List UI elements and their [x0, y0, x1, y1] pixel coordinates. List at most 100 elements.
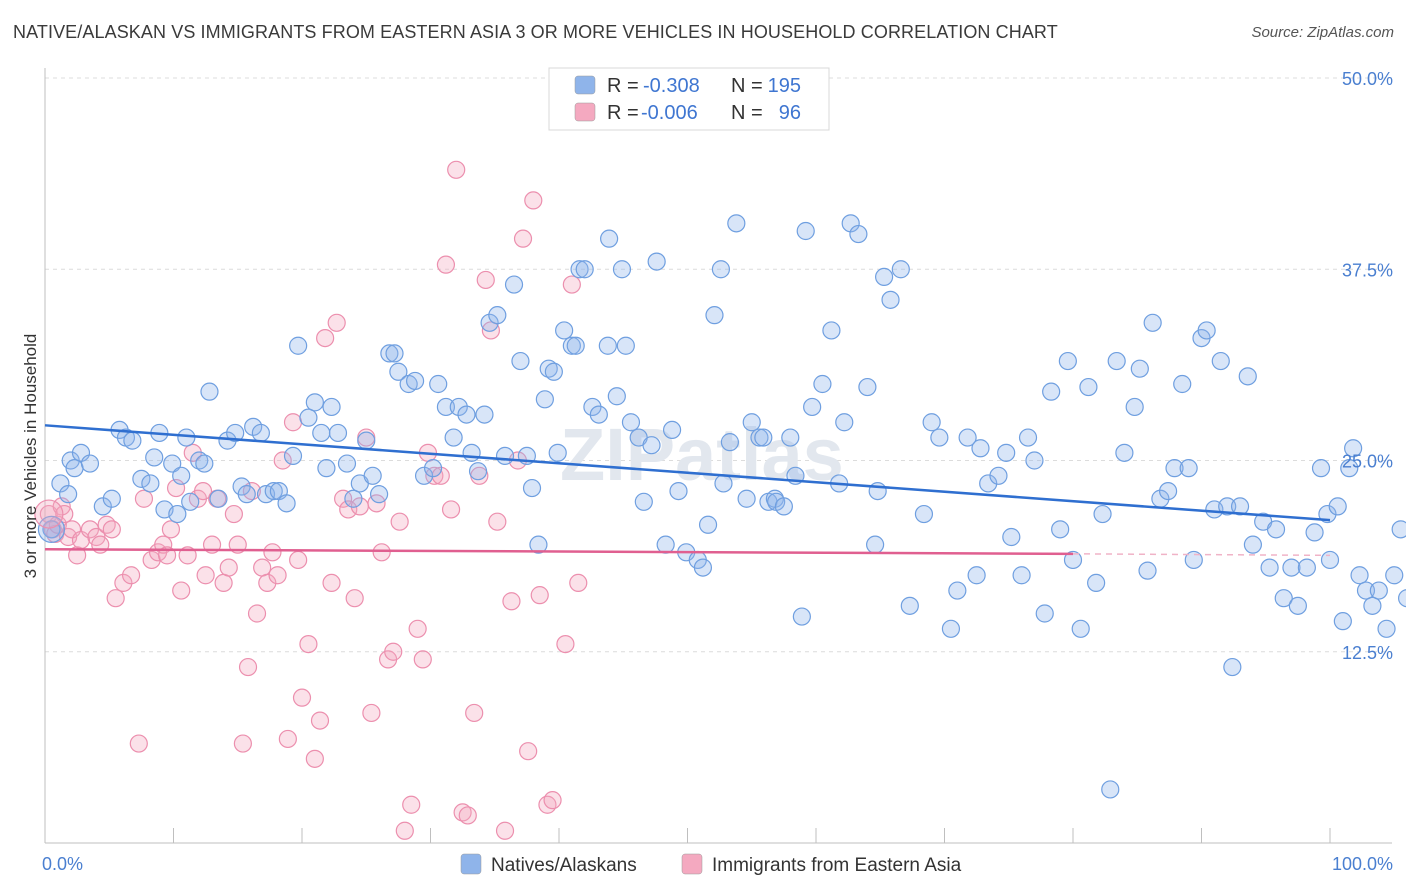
- trend-lines: [44, 424, 1331, 557]
- native-point-52: [389, 362, 408, 381]
- native-point-75: [544, 362, 563, 381]
- immigrant-point-64: [372, 543, 391, 562]
- native-point-118: [803, 397, 822, 417]
- immigrant-point-79: [458, 806, 477, 825]
- native-point-50: [380, 344, 399, 363]
- legend-r-value-2: -0.006: [641, 102, 698, 124]
- x-tick-min: 0.0%: [42, 854, 83, 874]
- native-point-177: [1243, 535, 1263, 554]
- native-point-149: [1051, 520, 1070, 539]
- legend-r-label-2: R =: [607, 102, 639, 124]
- native-point-57: [429, 374, 448, 394]
- native-point-175: [1230, 497, 1250, 516]
- native-point-190: [1333, 612, 1352, 631]
- series-legend-label-immigrants: Immigrants from Eastern Asia: [712, 855, 962, 876]
- native-point-51: [385, 344, 404, 363]
- immigrant-point-8: [68, 546, 87, 565]
- watermark: ZIPatlas: [560, 413, 844, 496]
- immigrant-point-39: [238, 657, 258, 677]
- immigrant-point-41: [247, 604, 267, 623]
- series-legend-swatch-immigrants: [681, 853, 703, 875]
- native-point-60: [449, 397, 468, 417]
- immigrant-point-16: [114, 573, 133, 593]
- native-point-4: [65, 459, 84, 478]
- native-point-31: [251, 423, 270, 443]
- native-point-133: [922, 413, 941, 432]
- native-point-176: [1238, 367, 1257, 386]
- immigrant-point-47: [278, 729, 297, 749]
- native-point-42: [322, 397, 341, 417]
- native-point-160: [1130, 359, 1149, 378]
- series-legend: Natives/Alaskans Immigrants from Eastern…: [460, 853, 962, 876]
- immigrant-point-14: [102, 520, 121, 539]
- immigrant-point-48: [283, 413, 303, 432]
- native-point-164: [1158, 482, 1178, 501]
- native-point-80: [570, 260, 589, 279]
- native-point-59: [444, 428, 463, 447]
- native-point-109: [754, 428, 773, 447]
- native-point-33: [264, 482, 283, 501]
- native-point-162: [1143, 313, 1162, 332]
- immigrant-point-84: [488, 512, 507, 531]
- native-point-180: [1266, 520, 1286, 539]
- y-tick-label-1: 25.0%: [1342, 452, 1393, 472]
- native-point-137: [958, 428, 977, 447]
- native-point-74: [539, 359, 558, 378]
- native-point-71: [522, 478, 542, 498]
- native-point-22: [190, 451, 209, 470]
- native-point-166: [1173, 374, 1192, 394]
- native-point-161: [1138, 561, 1157, 580]
- immigrant-point-43: [258, 573, 277, 593]
- native-point-132: [914, 504, 934, 524]
- immigrant-point-24: [161, 520, 181, 539]
- native-point-48: [363, 466, 382, 485]
- immigrant-point-19: [134, 489, 154, 508]
- native-point-187: [1318, 504, 1337, 524]
- native-point-142: [997, 443, 1016, 462]
- native-point-27: [226, 423, 245, 443]
- native-point-67: [495, 446, 515, 466]
- native-point-138: [967, 566, 986, 585]
- native-point-2: [59, 485, 78, 504]
- native-point-199: [1391, 520, 1406, 539]
- immigrant-point-51: [299, 634, 318, 654]
- native-point-43: [328, 423, 348, 443]
- native-point-18: [168, 504, 187, 524]
- immigrant-point-69: [402, 795, 421, 814]
- native-point-58: [436, 397, 456, 417]
- native-point-86: [607, 387, 626, 406]
- native-point-113: [774, 497, 793, 516]
- legend-swatch-natives: [574, 75, 596, 95]
- immigrant-point-89: [519, 742, 538, 761]
- immigrant-point-55: [322, 573, 341, 593]
- native-point-183: [1288, 596, 1307, 615]
- native-point-151: [1063, 550, 1083, 570]
- y-tick-label-3: 50.0%: [1342, 69, 1393, 89]
- immigrant-point-17: [121, 566, 141, 585]
- native-point-37: [289, 336, 308, 355]
- native-point-65: [480, 313, 499, 332]
- y-tick-label-2: 37.5%: [1342, 260, 1393, 280]
- native-point-130: [891, 260, 910, 279]
- immigrant-point-large: [34, 499, 64, 529]
- native-point-116: [792, 607, 811, 626]
- native-point-79: [566, 336, 585, 355]
- native-point-69: [511, 351, 530, 371]
- native-point-54: [405, 371, 425, 391]
- native-point-64: [475, 405, 494, 424]
- immigrant-point-56: [327, 313, 346, 332]
- chart-title: NATIVE/ALASKAN VS IMMIGRANTS FROM EASTER…: [13, 22, 1058, 42]
- immigrant-point-62: [362, 703, 381, 723]
- native-point-153: [1079, 377, 1098, 397]
- native-point-194: [1356, 581, 1376, 600]
- native-point-19: [172, 466, 191, 485]
- native-point-143: [1002, 527, 1021, 547]
- native-point-159: [1125, 397, 1144, 417]
- trend-line-immigrants: [44, 547, 1074, 556]
- native-point-192: [1344, 439, 1363, 458]
- native-point-47: [357, 431, 376, 450]
- native-point-38: [299, 408, 318, 427]
- native-point-185: [1305, 523, 1324, 542]
- immigrant-point-78: [453, 803, 472, 822]
- immigrant-point-45: [268, 566, 287, 585]
